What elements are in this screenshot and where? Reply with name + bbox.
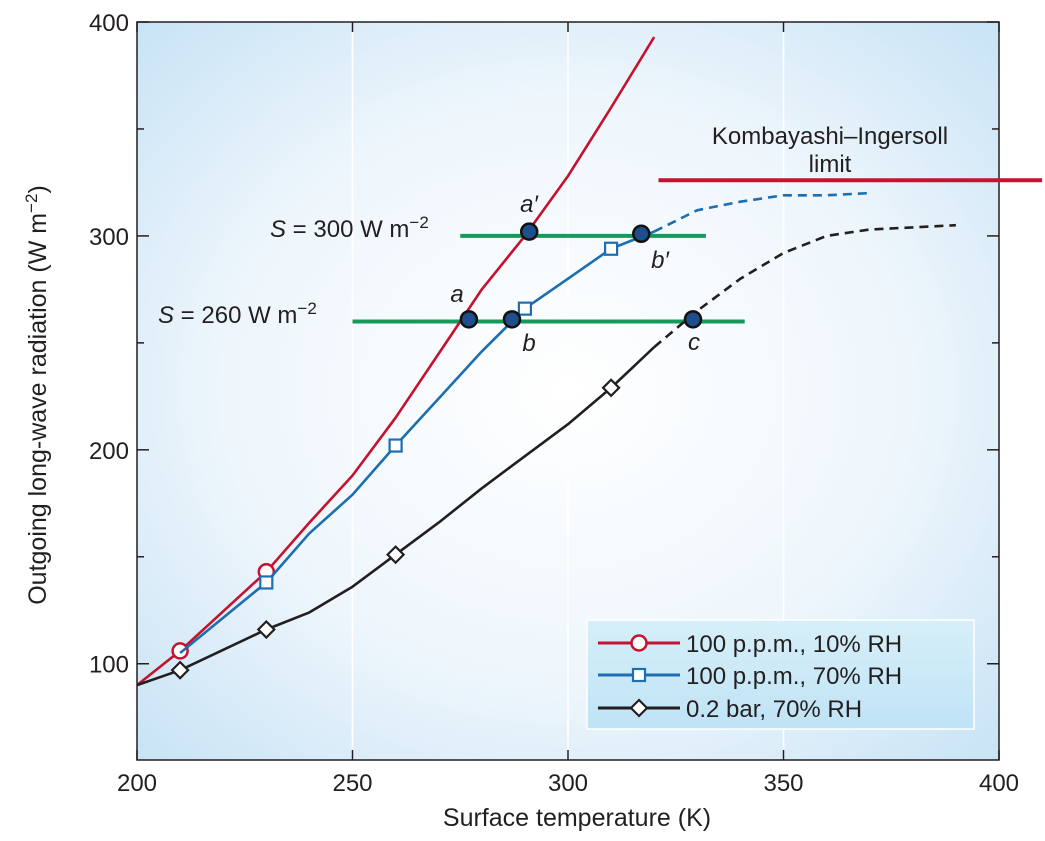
- marker-diamond: [256, 619, 276, 640]
- equilibrium-point: [502, 310, 522, 329]
- legend-label-blue: 100 p.p.m., 70% RH: [686, 663, 902, 690]
- marker-circle: [171, 642, 189, 660]
- marker-square: [603, 241, 619, 256]
- x-tick-label: 300: [548, 770, 588, 797]
- axis-ticks: [136, 21, 1000, 760]
- y-tick-label: 200: [89, 438, 129, 465]
- marker-square: [259, 575, 274, 590]
- y-axis-title: Outgoing long-wave radiation (W m−2): [22, 185, 53, 605]
- x-tick-label: 250: [332, 770, 372, 797]
- y-tick-label: 300: [89, 224, 129, 251]
- marker-diamond: [170, 660, 190, 680]
- equilibrium-point: [632, 224, 651, 244]
- point-label-b: b: [522, 330, 535, 357]
- equilibrium-point: [519, 222, 539, 241]
- y-tick-label: 100: [89, 652, 129, 679]
- legend-marker-circle: [630, 634, 648, 652]
- x-tick-label: 200: [117, 770, 157, 797]
- legend-marker-square: [631, 667, 647, 683]
- series-line-2: [136, 346, 656, 687]
- x-tick-labels: 200 250 300 350 400: [117, 770, 1019, 797]
- reference-lines: [352, 178, 1043, 324]
- x-tick-label: 350: [763, 770, 803, 797]
- series-dashed-1: [653, 191, 870, 233]
- y-tick-labels: 100 200 300 400: [89, 10, 129, 679]
- equilibrium-points: [459, 222, 703, 329]
- legend: 100 p.p.m., 10% RH 100 p.p.m., 70% RH 0.…: [586, 619, 975, 730]
- marker-diamond: [601, 378, 621, 398]
- limit-label-line1: Kombayashi–Ingersoll: [712, 123, 948, 150]
- point-label-a-prime: a′: [520, 191, 539, 218]
- series-line-0: [136, 36, 656, 687]
- legend-label-black: 0.2 bar, 70% RH: [686, 696, 862, 723]
- point-label-a: a: [450, 281, 463, 308]
- equilibrium-point: [683, 310, 703, 329]
- marker-square: [517, 301, 533, 316]
- series-line-1: [179, 230, 655, 655]
- s260-label: S = 260 W m−2: [158, 299, 317, 330]
- marker-square: [388, 438, 403, 453]
- legend-marker-diamond: [629, 698, 649, 718]
- legend-label-red: 100 p.p.m., 10% RH: [686, 631, 902, 658]
- x-tick-label: 400: [979, 770, 1019, 797]
- y-tick-label: 400: [89, 10, 129, 37]
- x-axis-title: Surface temperature (K): [443, 804, 711, 832]
- limit-label-line2: limit: [809, 151, 852, 178]
- series-lines: [136, 36, 956, 687]
- equilibrium-point: [459, 310, 479, 329]
- point-label-c: c: [688, 329, 700, 356]
- s300-label: S = 300 W m−2: [270, 213, 429, 244]
- series-dashed-2: [653, 223, 956, 349]
- point-label-b-prime: b′: [651, 247, 670, 274]
- marker-diamond: [386, 545, 406, 565]
